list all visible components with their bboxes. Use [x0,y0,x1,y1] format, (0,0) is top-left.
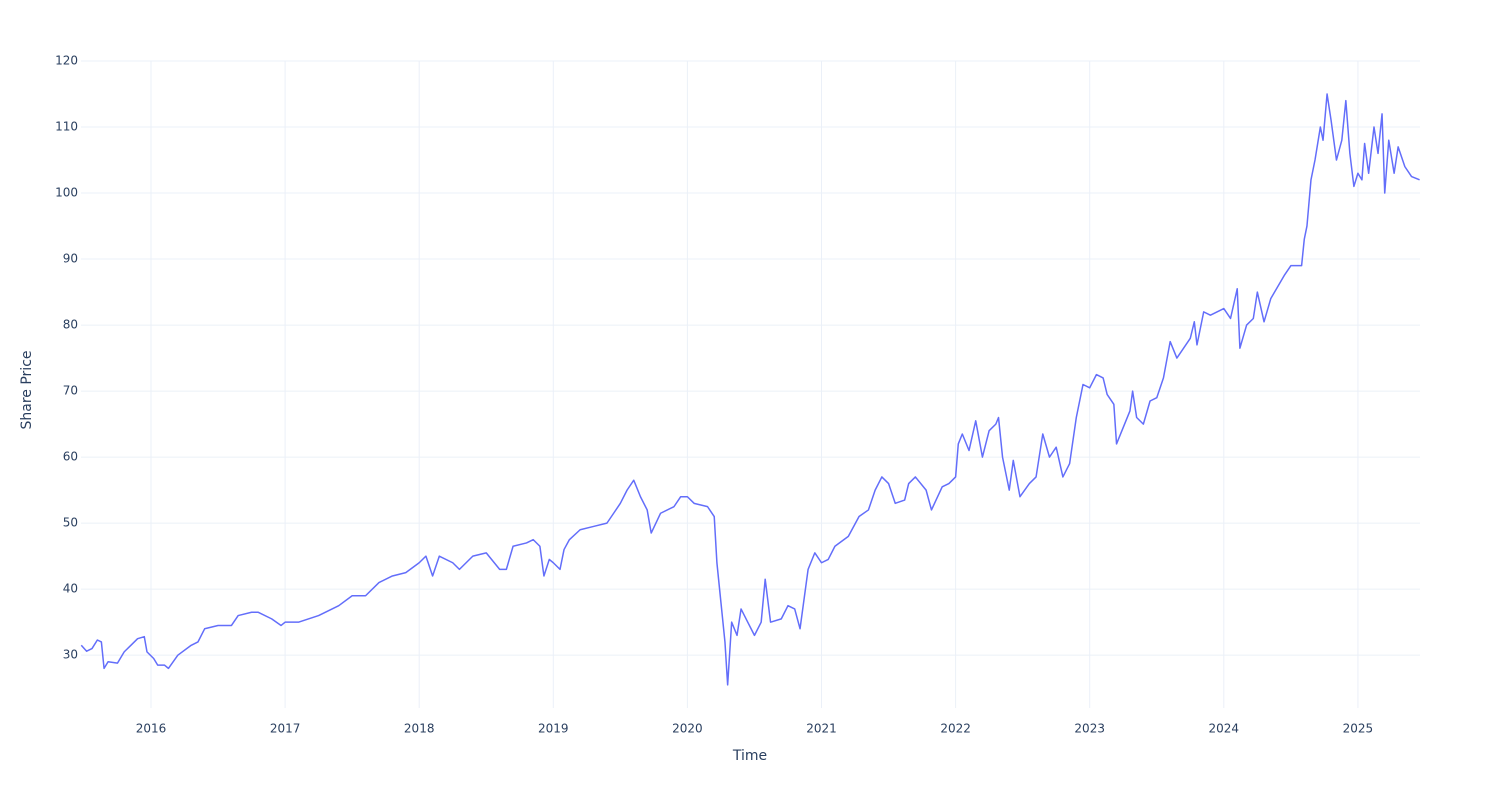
x-axis-label: Time [732,748,767,764]
y-tick-label: 80 [63,318,78,332]
x-tick-label: 2019 [538,722,569,736]
y-tick-label: 110 [55,120,78,134]
x-tick-label: 2023 [1074,722,1105,736]
y-tick-label: 90 [63,252,78,266]
x-tick-label: 2017 [270,722,301,736]
y-tick-label: 100 [55,186,78,200]
y-tick-label: 40 [63,582,78,596]
y-tick-label: 120 [55,54,78,68]
x-tick-label: 2020 [672,722,703,736]
x-tick-label: 2016 [136,722,167,736]
y-tick-label: 50 [63,516,78,530]
price-line [80,93,1420,686]
y-axis-label: Share Price [19,350,35,429]
x-tick-label: 2022 [940,722,971,736]
x-tick-label: 2018 [404,722,435,736]
y-tick-label: 70 [63,384,78,398]
x-tick-label: 2024 [1209,722,1240,736]
y-tick-label: 30 [63,648,78,662]
y-tick-label: 60 [63,450,78,464]
x-tick-label: 2025 [1343,722,1374,736]
x-tick-label: 2021 [806,722,837,736]
